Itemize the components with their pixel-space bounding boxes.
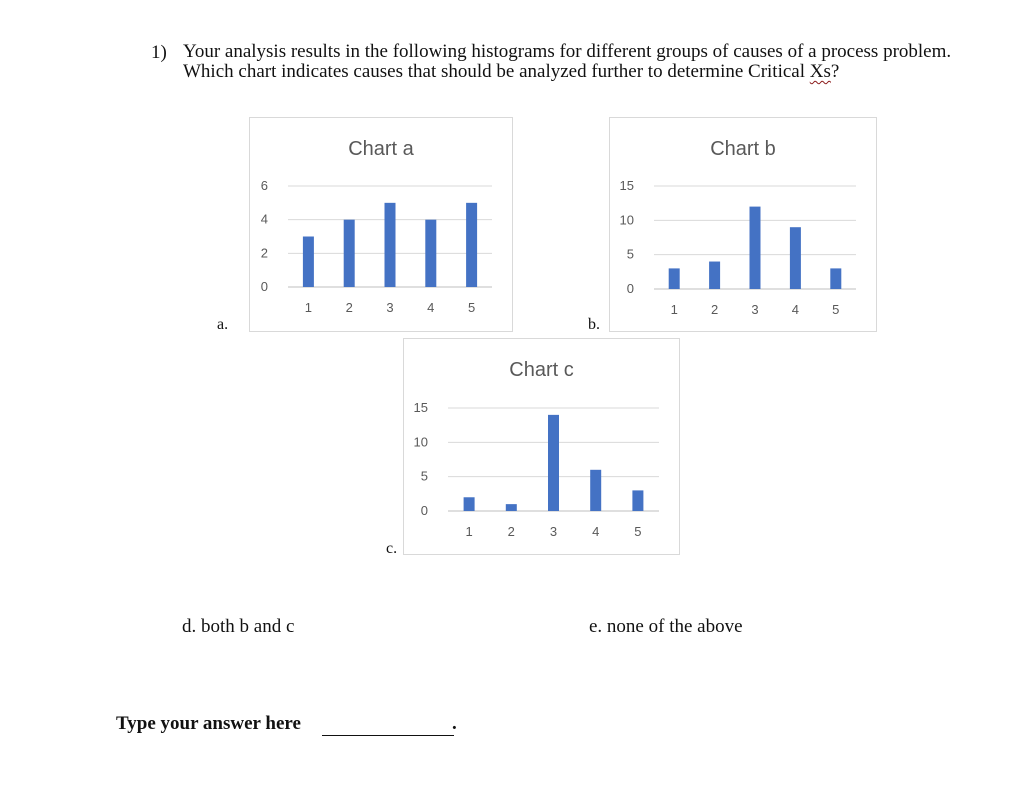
x-tick-label: 2 [711,302,718,317]
answer-label: Type your answer here [116,713,301,734]
y-tick-label: 15 [620,178,634,193]
chart-title: Chart b [710,138,776,160]
question-text-main: Your analysis results in the following h… [183,41,952,82]
bar [590,469,602,511]
bar [463,497,475,511]
bar [632,490,644,511]
choice-e: e. none of the above [589,616,743,637]
question-text-end: ? [830,61,840,82]
choice-a-label: a. [217,316,229,333]
bar [425,219,437,287]
y-tick-label: 0 [261,279,268,294]
chart-a: Chart a 0 2 4 6 1 2 3 4 5 [249,117,513,332]
question-number: 1) [151,42,167,63]
y-tick-label: 10 [414,434,428,449]
question-text-xs: Xs [809,61,831,82]
x-tick-label: 4 [792,302,799,317]
x-tick-label: 5 [634,524,641,539]
y-tick-label: 5 [627,247,634,262]
y-tick-label: 4 [261,212,268,227]
bar [668,268,680,289]
chart-c-svg: Chart c 0 5 10 15 1 2 3 4 5 [414,359,659,539]
chart-title: Chart a [348,138,414,160]
chart-title: Chart c [509,359,573,381]
x-tick-label: 2 [508,524,515,539]
x-tick-label: 5 [832,302,839,317]
choice-c-label: c. [386,540,398,557]
x-tick-label: 3 [550,524,557,539]
bar [789,227,801,289]
x-tick-label: 5 [468,300,475,315]
x-tick-label: 1 [465,524,472,539]
bar [343,219,355,287]
answer-input-line[interactable] [322,735,454,736]
chart-b: Chart b 0 5 10 15 1 2 3 4 5 [609,117,877,332]
x-tick-label: 3 [751,302,758,317]
x-tick-label: 3 [386,300,393,315]
bar [709,261,721,289]
x-tick-label: 4 [592,524,599,539]
y-tick-label: 5 [421,469,428,484]
x-tick-label: 1 [305,300,312,315]
bar [466,202,478,287]
y-tick-label: 0 [627,281,634,296]
bar [384,202,396,287]
x-tick-label: 1 [671,302,678,317]
question-text: Your analysis results in the following h… [183,42,983,82]
y-tick-label: 15 [414,400,428,415]
chart-c: Chart c 0 5 10 15 1 2 3 4 5 [403,338,680,555]
x-tick-label: 4 [427,300,434,315]
bar [749,206,761,289]
x-tick-label: 2 [346,300,353,315]
y-tick-label: 10 [620,212,634,227]
choice-d: d. both b and c [182,616,295,637]
answer-period: . [452,713,457,734]
bar [830,268,842,289]
bar [302,236,314,287]
chart-a-svg: Chart a 0 2 4 6 1 2 3 4 5 [261,138,492,315]
y-tick-label: 2 [261,245,268,260]
y-tick-label: 0 [421,503,428,518]
bar [505,504,517,511]
y-tick-label: 6 [261,178,268,193]
bar [548,414,559,511]
choice-b-label: b. [588,316,600,333]
chart-b-svg: Chart b 0 5 10 15 1 2 3 4 5 [620,138,856,317]
